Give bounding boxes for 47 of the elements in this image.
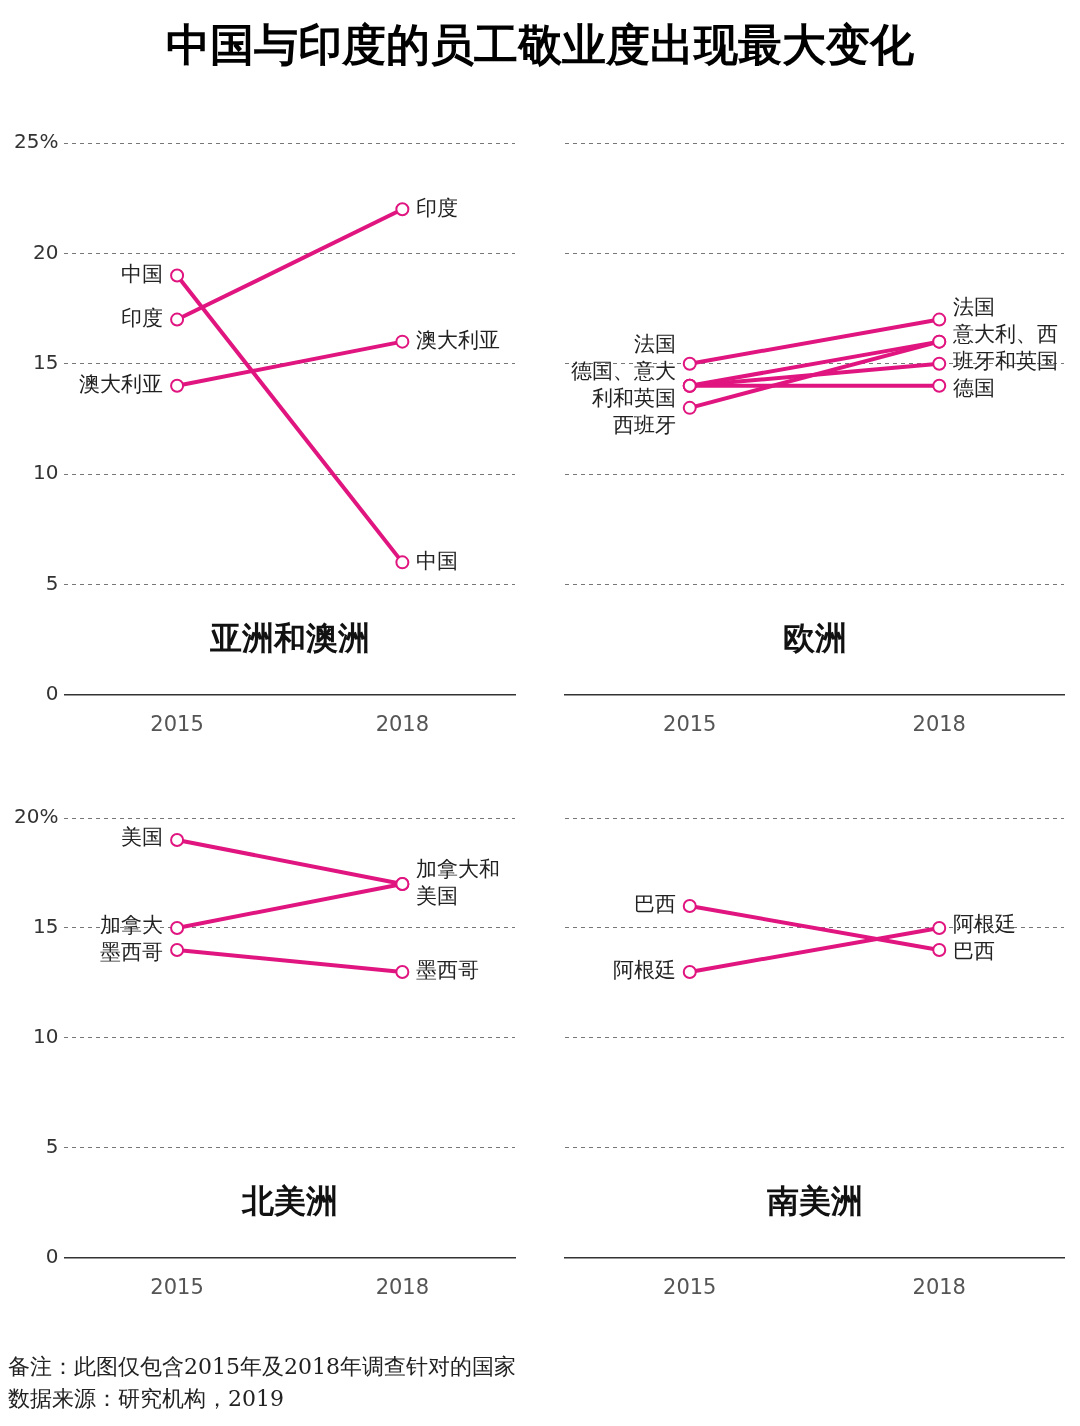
annotation: 西班牙 — [612, 412, 676, 437]
annotation: 墨西哥 — [416, 958, 480, 983]
x-tick-label: 2015 — [150, 1274, 204, 1299]
annotation: 墨西哥 — [100, 939, 164, 964]
annotation: 意大利、西班牙和英国 — [952, 321, 1059, 373]
annotation: 德国 — [953, 375, 996, 400]
annotation: 加拿大 — [100, 912, 164, 937]
y-tick-label: 20% — [14, 804, 59, 829]
x-tick-label: 2018 — [912, 711, 966, 736]
y-tick-label: 10 — [33, 460, 59, 485]
text: 北美洲 — [240, 1182, 338, 1221]
chart-title: 中国与印度的员工敬业度出现最大变化 — [165, 18, 915, 72]
text: 亚洲和澳洲 — [208, 619, 370, 658]
annotation: 中国 — [416, 548, 459, 573]
annotation: 法国 — [633, 331, 676, 356]
annotation: 德国、意大利和英国 — [570, 358, 676, 410]
x-tick-label: 2015 — [150, 711, 204, 736]
y-tick-label: 25% — [14, 129, 59, 154]
annotation: 美国 — [121, 824, 164, 849]
source-note: 数据来源：研究机构，2019 — [8, 1385, 285, 1413]
y-tick-label: 15 — [33, 349, 59, 374]
x-tick-label: 2018 — [912, 1274, 966, 1299]
y-tick-label: 0 — [45, 681, 59, 705]
annotation: 加拿大和美国 — [416, 856, 501, 908]
annotation: 印度 — [121, 306, 164, 331]
annotation: 澳大利亚 — [79, 372, 164, 397]
y-tick-label: 0 — [45, 1244, 59, 1268]
text: 欧洲 — [782, 619, 847, 658]
y-tick-label: 5 — [45, 570, 59, 595]
y-tick-label: 5 — [45, 1134, 59, 1159]
annotation: 阿根廷 — [953, 911, 1017, 936]
x-tick-label: 2018 — [375, 711, 430, 736]
annotation: 阿根廷 — [612, 958, 676, 983]
annotation: 中国 — [121, 261, 164, 286]
annotation: 巴西 — [953, 938, 996, 963]
y-tick-label: 10 — [33, 1024, 59, 1049]
x-tick-label: 2015 — [663, 1274, 717, 1299]
text: 南美洲 — [766, 1182, 863, 1221]
y-tick-label: 20 — [33, 239, 59, 264]
annotation: 印度 — [416, 195, 459, 220]
annotation: 法国 — [953, 294, 996, 319]
y-tick-label: 15 — [33, 914, 59, 939]
text: 备注：此图仅包含2015年及2018年调查针对的国家 — [8, 1353, 517, 1381]
annotation: 巴西 — [633, 892, 676, 917]
x-tick-label: 2018 — [375, 1274, 430, 1299]
annotation: 澳大利亚 — [416, 328, 501, 353]
x-tick-label: 2015 — [663, 711, 717, 736]
